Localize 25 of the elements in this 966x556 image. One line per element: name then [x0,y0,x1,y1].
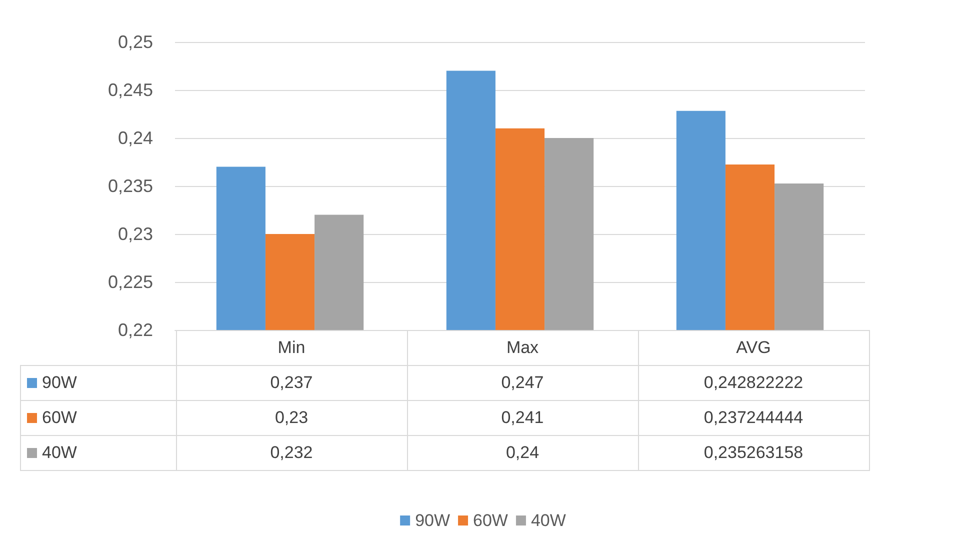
x-tick-label: Min [176,330,407,366]
legend-label: 40W [530,511,566,530]
data-label: 0,237 [176,366,407,400]
x-tick-label: AVG [638,330,869,366]
data-label: 0,247 [407,366,638,400]
y-tick-label: 0,23 [118,224,153,244]
data-label: 0,242822222 [638,366,869,400]
y-tick-label: 0,225 [108,272,153,292]
y-tick-label: 0,22 [118,320,153,340]
text: 90W [415,511,450,530]
legend-label: 90W [20,366,176,400]
text: 40W [42,443,77,462]
data-label: 0,23 [176,400,407,436]
y-tick-label: 0,245 [108,80,153,100]
y-tick-label: 0,25 [118,32,153,52]
data-label: 0,241 [407,400,638,436]
data-label: 0,235263158 [638,436,869,470]
legend-label: 60W [473,511,508,530]
y-tick-label: 0,235 [108,176,153,196]
text: 60W [42,408,77,427]
y-tick-label: 0,24 [118,128,153,148]
data-label: 0,232 [176,436,407,470]
data-label: 0,237244444 [638,400,869,436]
x-tick-label: Max [407,330,638,366]
data-label: 0,24 [407,436,638,470]
